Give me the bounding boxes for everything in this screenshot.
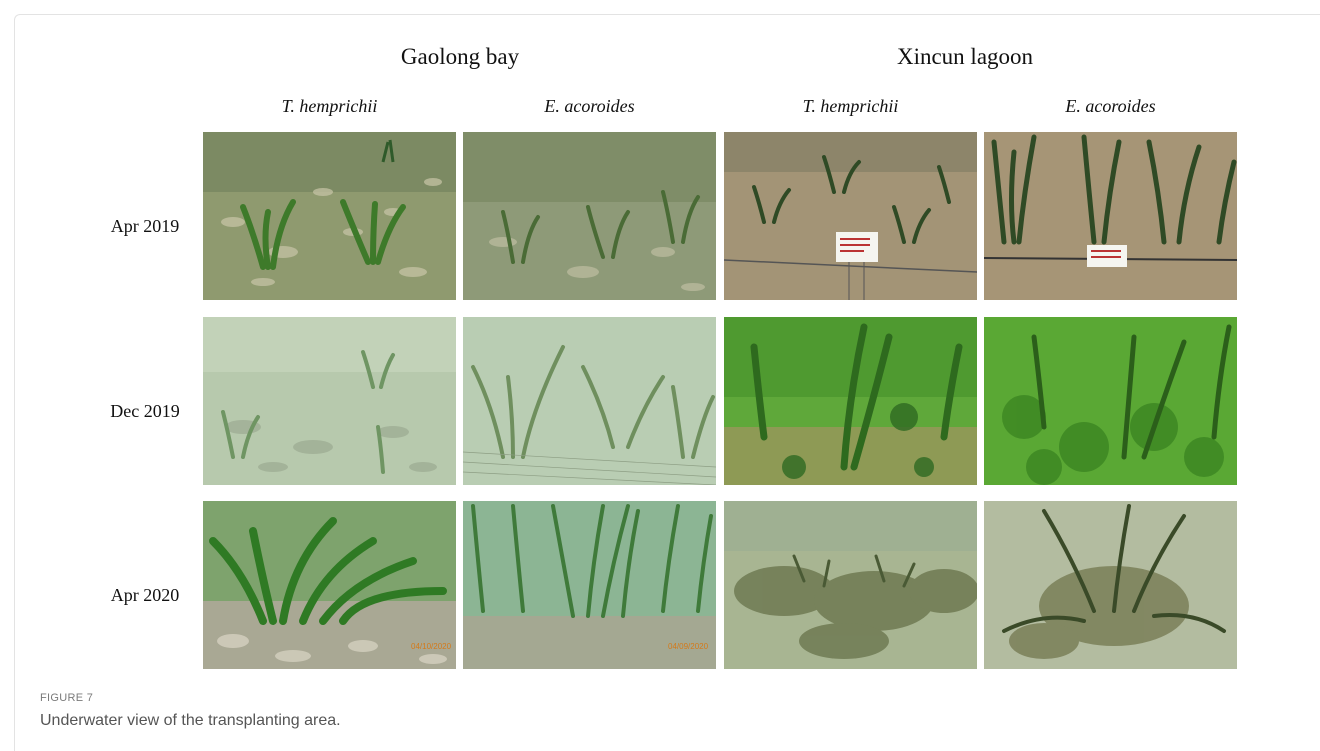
photo-xincun-enhalus-dec-2019	[984, 317, 1237, 485]
photo-gaolong-enhalus-dec-2019	[463, 317, 716, 485]
figure-frame	[14, 14, 1320, 751]
photo-gaolong-thalassia-apr-2019	[203, 132, 456, 300]
row-label-apr-2019: Apr 2019	[110, 216, 180, 236]
row-label-apr-2020: Apr 2020	[110, 585, 180, 605]
row-label-dec-2019: Dec 2019	[110, 401, 180, 421]
photo-xincun-enhalus-apr-2019	[984, 132, 1237, 300]
figure-caption: Underwater view of the transplanting are…	[40, 712, 341, 729]
figure-label: FIGURE 7	[40, 692, 94, 704]
photo-gaolong-thalassia-dec-2019	[203, 317, 456, 485]
svg-text:04/09/2020: 04/09/2020	[668, 642, 709, 651]
photo-xincun-thalassia-dec-2019	[724, 317, 977, 485]
photo-gaolong-enhalus-apr-2020: 04/09/2020	[463, 501, 716, 669]
photo-gaolong-thalassia-apr-2020: 04/10/2020	[203, 501, 456, 669]
svg-text:04/10/2020: 04/10/2020	[411, 642, 452, 651]
site-header-xincun: Xincun lagoon	[896, 44, 1034, 69]
photo-xincun-enhalus-apr-2020	[984, 501, 1237, 669]
species-header-xincun-thalassia: T. hemprichii	[802, 96, 899, 116]
photo-xincun-thalassia-apr-2020	[724, 501, 977, 669]
photo-gaolong-enhalus-apr-2019	[463, 132, 716, 300]
photo-xincun-thalassia-apr-2019	[724, 132, 977, 300]
site-header-gaolong: Gaolong bay	[400, 44, 520, 69]
species-header-gaolong-thalassia: T. hemprichii	[281, 96, 378, 116]
species-header-xincun-enhalus: E. acoroides	[1065, 96, 1156, 116]
species-header-gaolong-enhalus: E. acoroides	[544, 96, 635, 116]
